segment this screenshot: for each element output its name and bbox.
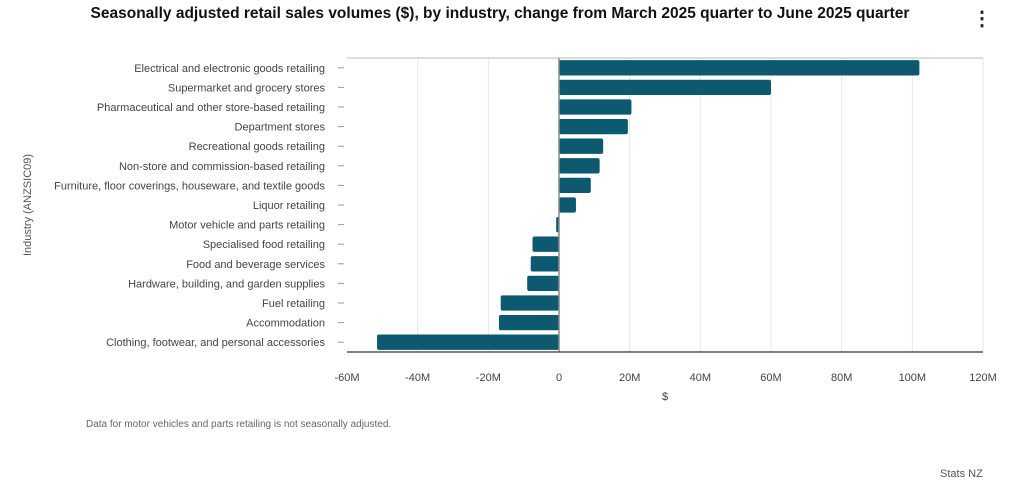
x-tick-label: 60M xyxy=(760,372,781,384)
x-tick-label: 80M xyxy=(831,372,852,384)
category-label: Hardware, building, and garden supplies xyxy=(128,278,325,290)
y-axis-title: Industry (ANZSIC09) xyxy=(22,154,34,256)
x-tick-label: -40M xyxy=(405,372,430,384)
bar xyxy=(559,197,576,213)
category-label: Non-store and commission-based retailing xyxy=(119,161,325,173)
x-tick-label: 0 xyxy=(556,372,562,384)
x-tick-label: -60M xyxy=(334,372,359,384)
bar xyxy=(559,138,604,154)
bar xyxy=(559,99,632,115)
category-label: Recreational goods retailing xyxy=(189,141,325,153)
bar xyxy=(498,314,559,331)
chart-title: Seasonally adjusted retail sales volumes… xyxy=(90,5,910,22)
category-label: Food and beverage services xyxy=(186,259,325,271)
bar xyxy=(559,60,920,76)
bar xyxy=(559,158,600,174)
x-tick-label: 100M xyxy=(899,372,927,384)
vertical-ellipsis-icon[interactable]: ⋮ xyxy=(972,8,992,30)
bar xyxy=(532,236,559,252)
x-tick-label: 120M xyxy=(969,372,997,384)
bar xyxy=(500,295,559,311)
bar xyxy=(559,79,771,96)
x-tick-label: 20M xyxy=(619,372,640,384)
bar xyxy=(377,334,559,350)
category-label: Electrical and electronic goods retailin… xyxy=(134,63,325,75)
bar xyxy=(527,275,559,292)
x-axis-title: $ xyxy=(662,391,668,403)
bar xyxy=(559,118,628,135)
category-label: Department stores xyxy=(235,122,326,134)
footnote: Data for motor vehicles and parts retail… xyxy=(86,419,392,430)
category-label: Clothing, footwear, and personal accesso… xyxy=(106,337,325,349)
category-label: Furniture, floor coverings, houseware, a… xyxy=(54,180,325,192)
category-label: Fuel retailing xyxy=(262,298,325,310)
category-label: Motor vehicle and parts retailing xyxy=(169,220,325,232)
x-tick-label: 40M xyxy=(690,372,711,384)
category-label: Accommodation xyxy=(246,318,325,330)
category-label: Pharmaceutical and other store-based ret… xyxy=(97,102,325,114)
x-tick-label: -20M xyxy=(476,372,501,384)
source-credit: Stats NZ xyxy=(940,468,983,480)
category-label: Liquor retailing xyxy=(253,200,325,212)
bar xyxy=(559,177,591,194)
category-label: Specialised food retailing xyxy=(203,239,325,251)
bar xyxy=(530,256,559,272)
category-label: Supermarket and grocery stores xyxy=(168,82,326,94)
